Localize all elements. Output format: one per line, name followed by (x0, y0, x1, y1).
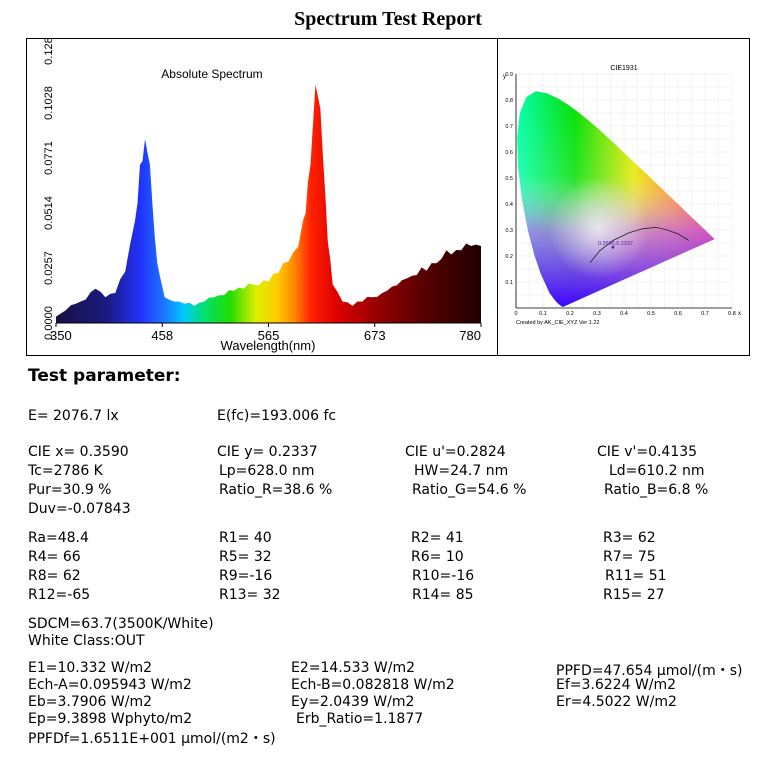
param-r12: R12=-65 (28, 587, 91, 603)
param-ld: Ld=610.2 nm (609, 463, 705, 479)
param-erb-ratio: Erb_Ratio=1.1877 (296, 711, 424, 727)
param-lp: Lp=628.0 nm (219, 463, 315, 479)
cie-y-tick-label: 0.2 (505, 254, 513, 260)
cie-x-tick-label: 0.4 (620, 311, 628, 317)
cie-x-tick-label: 0.2 (566, 311, 574, 317)
absolute-spectrum-chart: 0.0000 0.0257 0.0514 0.0771 0.1028 0.1285 350… (43, 38, 482, 353)
cie-x-tick-label: 0.1 (539, 311, 547, 317)
param-r9: R9=-16 (219, 568, 273, 584)
param-r10: R10=-16 (412, 568, 475, 584)
spectrum-y-tick-label: 0.1285 (43, 38, 55, 65)
cie-y-tick-label: 0.3 (505, 228, 513, 234)
param-hw: HW=24.7 nm (414, 463, 509, 479)
chromaticity-point (611, 245, 615, 249)
cie-y-tick-label: 0.8 (505, 98, 513, 104)
param-ep: Ep=9.3898 Wphyto/m2 (28, 711, 193, 727)
param-ey: Ey=2.0439 W/m2 (291, 694, 415, 710)
param-cie-x: CIE x= 0.3590 (28, 444, 129, 460)
param-r15: R15= 27 (603, 587, 665, 603)
cie-footer: Created by AK_CIE_XYZ Ver 1.22 (516, 320, 599, 326)
param-r8: R8= 62 (28, 568, 81, 584)
param-tc: Tc=2786 K (28, 463, 103, 479)
cie-x-tick-label: 0.7 (701, 311, 709, 317)
param-cie-u: CIE u'=0.2824 (405, 444, 506, 460)
spectrum-y-tick-label: 0.0257 (43, 251, 55, 285)
spectrum-area (56, 84, 481, 324)
cie-x-tick-label: 0.6 (674, 311, 682, 317)
cie-x-tick-label: 0 (514, 311, 517, 317)
test-parameter-heading: Test parameter: (28, 366, 181, 386)
cie-title: CIE1931 (610, 65, 637, 72)
spectrum-x-label: Wavelength(nm) (221, 338, 316, 353)
param-r11: R11= 51 (605, 568, 667, 584)
param-r14: R14= 85 (412, 587, 474, 603)
param-pur: Pur=30.9 % (28, 482, 112, 498)
param-r3: R3= 62 (603, 530, 656, 546)
chart-divider (497, 38, 498, 356)
param-white-class: White Class:OUT (28, 633, 145, 649)
spectrum-x-tick-label: 350 (50, 328, 72, 343)
cie-x-tick-label: 0.3 (593, 311, 601, 317)
param-cie-v: CIE v'=0.4135 (597, 444, 698, 460)
param-ech-b: Ech-B=0.082818 W/m2 (291, 677, 455, 693)
chromaticity-point-label: 0.3590,0.2337 (598, 241, 633, 247)
cie-x-axis-letter: x (738, 311, 741, 317)
param-r1: R1= 40 (219, 530, 272, 546)
param-r13: R13= 32 (219, 587, 281, 603)
cie1931-chart: 0 0.1 0.2 0.3 0.4 0.5 0.6 0.7 0.8 0.1 0.2 0.3 0.4 0.… (503, 65, 741, 326)
planckian-locus-curve (589, 226, 690, 263)
param-duv: Duv=-0.07843 (28, 501, 131, 517)
param-r2: R2= 41 (411, 530, 464, 546)
cie-y-tick-label: 0.7 (505, 124, 513, 130)
param-eb: Eb=3.7906 W/m2 (28, 694, 153, 710)
param-er: Er=4.5022 W/m2 (556, 694, 677, 710)
param-ra: Ra=48.4 (28, 530, 89, 546)
param-e2: E2=14.533 W/m2 (291, 660, 416, 676)
cie-x-tick-label: 0.5 (647, 311, 655, 317)
spectrum-y-tick-label: 0.0000 (43, 306, 55, 340)
cie-x-tick-label: 0.8 (728, 311, 736, 317)
spectrum-x-tick-label: 673 (364, 328, 386, 343)
param-r7: R7= 75 (603, 549, 656, 565)
cie-y-tick-label: 0.6 (505, 150, 513, 156)
param-ech-a: Ech-A=0.095943 W/m2 (28, 677, 192, 693)
param-e: E= 2076.7 lx (28, 408, 119, 424)
param-r5: R5= 32 (219, 549, 272, 565)
param-cie-y: CIE y= 0.2337 (217, 444, 318, 460)
cie-y-tick-label: 0.1 (505, 280, 513, 286)
param-ef: Ef=3.6224 W/m2 (556, 677, 677, 693)
spectrum-x-tick-label: 565 (258, 328, 280, 343)
param-sdcm: SDCM=63.7(3500K/White) (28, 616, 214, 632)
param-ppfdf: PPFDf=1.6511E+001 μmol/(m2・s) (28, 731, 276, 747)
cie-y-axis-letter: y (503, 74, 506, 80)
cie-y-tick-label: 0.5 (505, 176, 513, 182)
cie-y-tick-label: 0.9 (505, 72, 513, 78)
param-ppfd: PPFD=47.654 μmol/(m・s) (556, 663, 743, 679)
param-ratio-r: Ratio_R=38.6 % (219, 482, 333, 498)
param-efc: E(fc)=193.006 fc (217, 408, 337, 424)
spectrum-title: Absolute Spectrum (161, 67, 262, 81)
param-e1: E1=10.332 W/m2 (28, 660, 153, 676)
param-r4: R4= 66 (28, 549, 81, 565)
spectrum-x-tick-label: 458 (151, 328, 173, 343)
param-ratio-b: Ratio_B=6.8 % (604, 482, 709, 498)
spectrum-x-tick-label: 780 (459, 328, 481, 343)
cie-y-tick-label: 0.4 (505, 202, 513, 208)
spectrum-y-tick-label: 0.0514 (43, 196, 55, 230)
spectrum-y-tick-label: 0.0771 (43, 141, 55, 175)
report-title: Spectrum Test Report (294, 8, 482, 30)
spectrum-y-tick-label: 0.1028 (43, 86, 55, 120)
param-ratio-g: Ratio_G=54.6 % (412, 482, 527, 498)
chart-frame (26, 38, 750, 356)
param-r6: R6= 10 (411, 549, 464, 565)
